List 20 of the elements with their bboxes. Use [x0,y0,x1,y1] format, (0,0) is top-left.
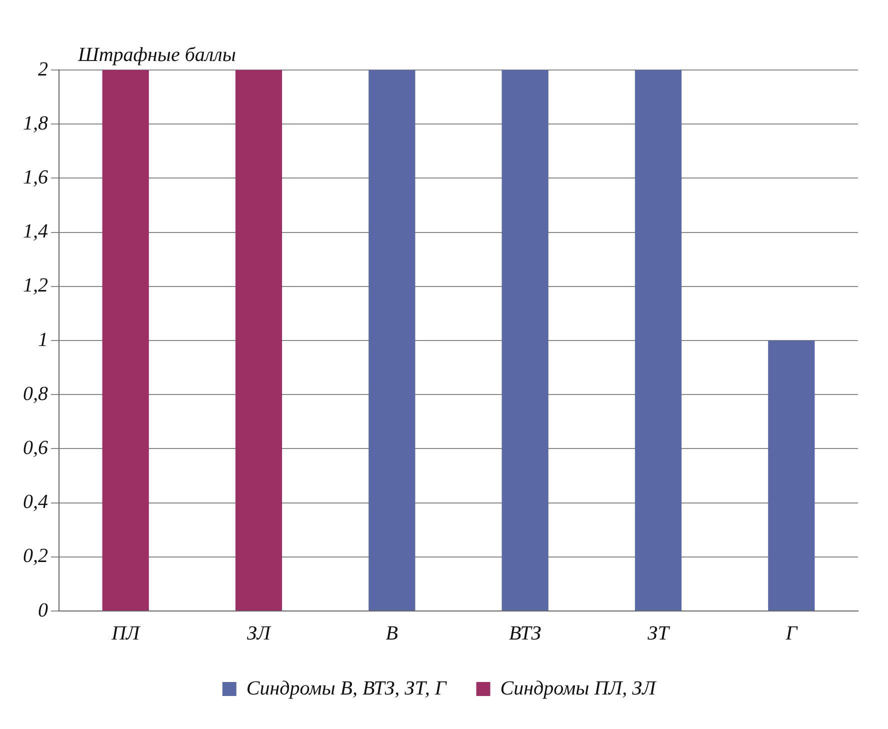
y-tick-label: 1,6 [23,166,48,188]
x-tick-label: Г [784,622,799,644]
y-tick-label: 0,8 [23,382,48,405]
y-tick-label: 0,4 [23,491,48,514]
y-tick-label: 1 [38,328,48,351]
y-tick-label: 0 [38,599,48,622]
x-tick-label: ПЛ [110,622,142,644]
y-axis-title: Штрафные баллы [78,44,236,67]
x-tick-label: В [386,622,398,644]
x-tick-label: ЗТ [648,622,671,644]
y-tick-label: 0,2 [23,545,48,568]
x-tick-label: ВТЗ [509,622,542,644]
y-tick-label: 1,2 [23,274,48,297]
y-tick-label: 2 [38,58,48,80]
legend-label: Синдромы В, ВТЗ, ЗТ, Г [246,677,448,700]
x-tick-label: ЗЛ [247,622,272,644]
legend-label: Синдромы ПЛ, ЗЛ [500,677,658,700]
y-tick-label: 0,6 [23,436,48,459]
y-tick-label: 1,8 [23,112,48,134]
y-tick-label: 1,4 [23,220,48,243]
